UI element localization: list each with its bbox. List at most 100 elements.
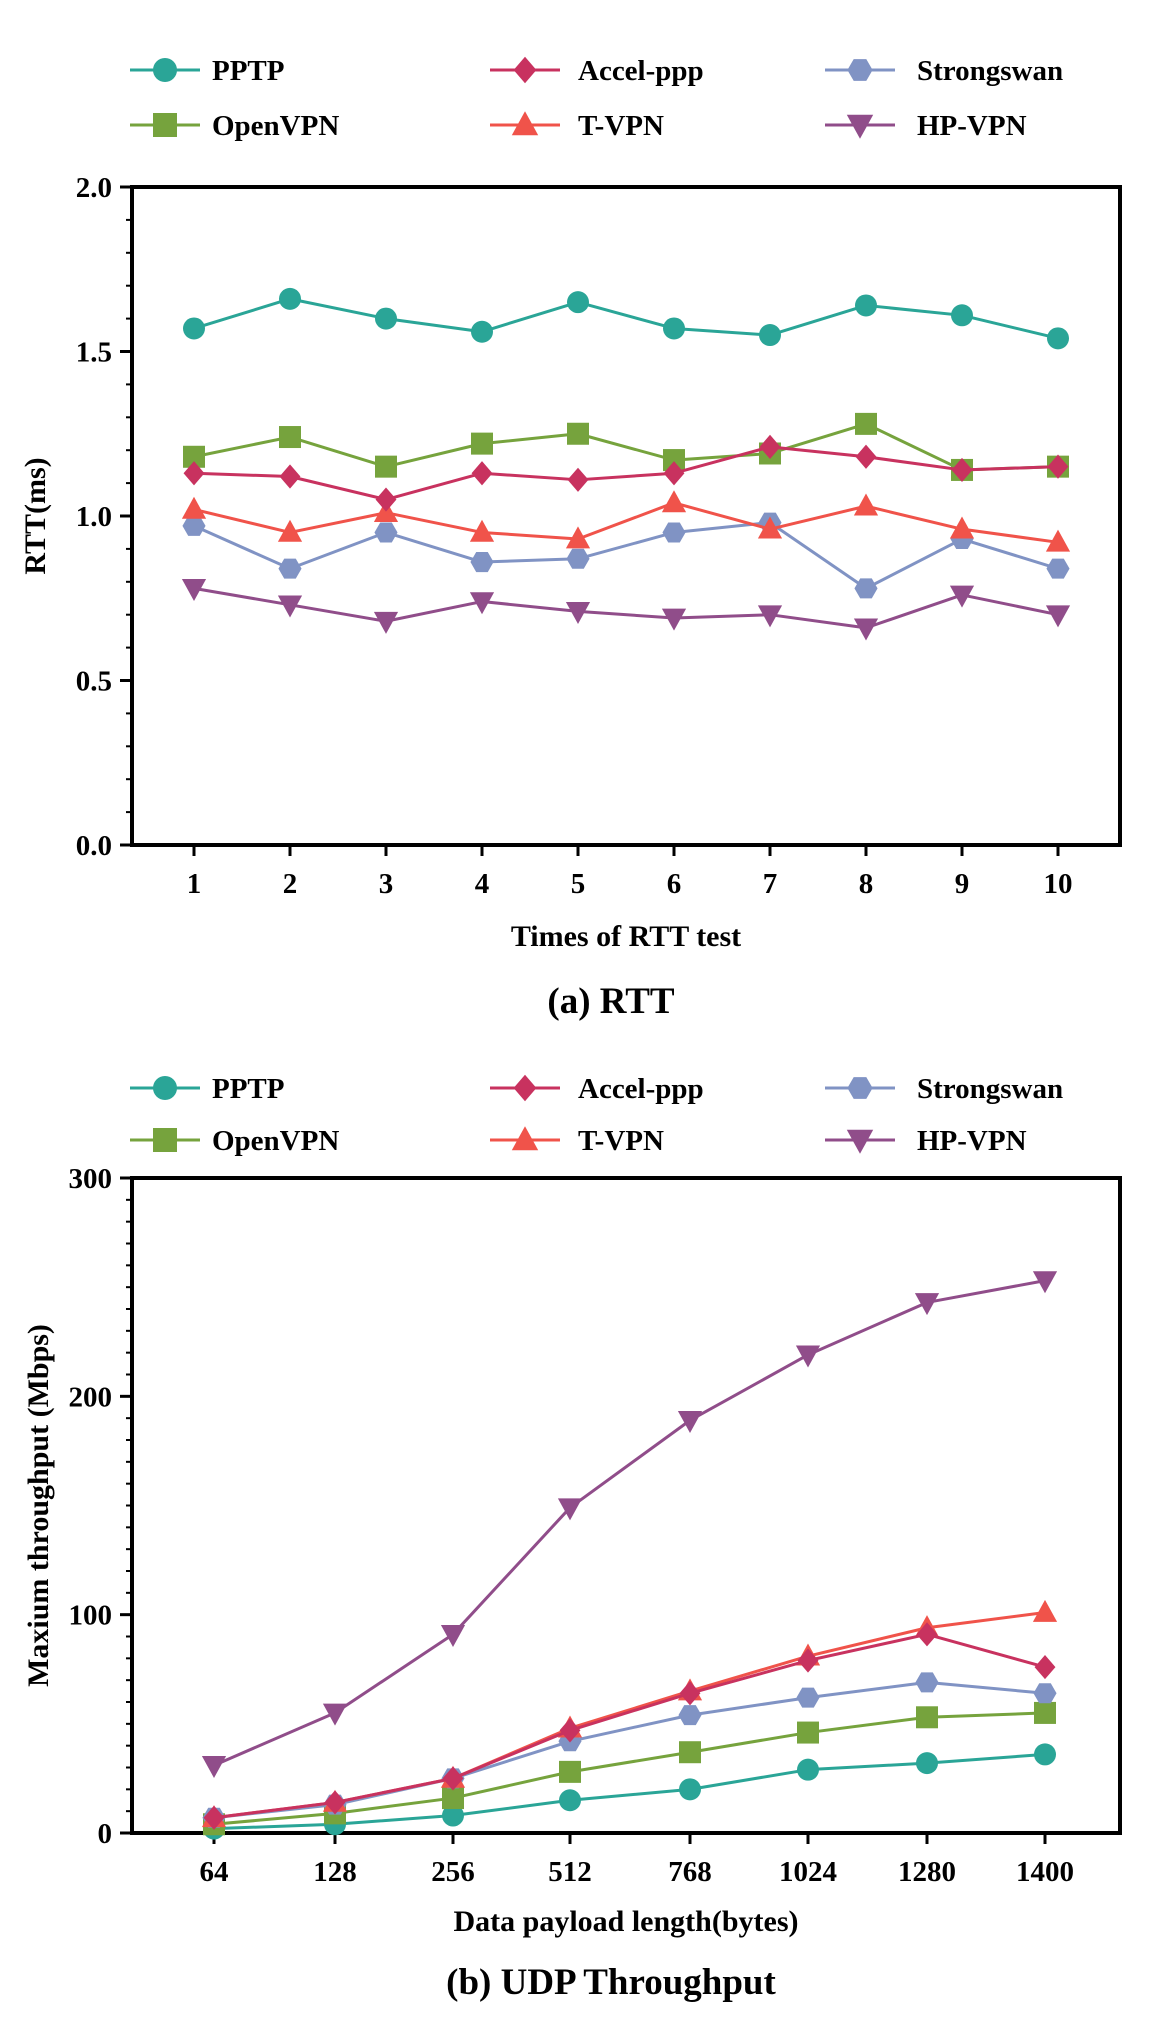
- data-point-hp-vpn: [557, 1498, 583, 1521]
- legend-item-openvpn: OpenVPN: [130, 110, 339, 142]
- legend-marker-accel-ppp-icon: [513, 56, 537, 84]
- data-point-t-vpn: [181, 496, 207, 519]
- data-point-accel-ppp: [567, 467, 589, 492]
- legend-marker-pptp-icon: [153, 58, 177, 82]
- x-tick-label: 10: [1044, 868, 1073, 900]
- data-point-hp-vpn: [469, 592, 495, 615]
- data-point-accel-ppp: [663, 461, 685, 486]
- series-line-openvpn: [213, 1711, 1046, 1826]
- x-tick-label: 6: [667, 868, 682, 900]
- data-point-pptp: [1047, 327, 1069, 350]
- y-tick-label: 0: [98, 1818, 113, 1850]
- legend-marker-strongswan-icon: [847, 59, 873, 81]
- series-line-accel-ppp: [193, 445, 1059, 502]
- data-point-openvpn: [797, 1721, 819, 1744]
- data-point-openvpn: [559, 1760, 581, 1783]
- legend-marker-hp-vpn-icon: [846, 1129, 874, 1154]
- series-hp-vpn: [181, 579, 1071, 641]
- legend-label: T-VPN: [578, 1125, 664, 1157]
- data-point-hp-vpn: [440, 1624, 466, 1647]
- data-point-accel-ppp: [375, 487, 397, 512]
- data-point-strongswan: [182, 515, 206, 536]
- y-tick-label: 1.5: [76, 337, 112, 369]
- x-axis-label: Data payload length(bytes): [453, 1905, 798, 1938]
- data-point-accel-ppp: [183, 461, 205, 486]
- data-point-hp-vpn: [853, 618, 879, 641]
- data-point-hp-vpn: [677, 1411, 703, 1433]
- data-point-hp-vpn: [322, 1703, 348, 1726]
- data-point-openvpn: [916, 1706, 938, 1729]
- y-tick-label: 200: [69, 1381, 113, 1413]
- data-point-accel-ppp: [679, 1681, 701, 1706]
- data-point-accel-ppp: [759, 434, 781, 460]
- data-point-hp-vpn: [949, 585, 975, 608]
- x-tick-label: 64: [200, 1856, 229, 1888]
- legend: PPTP Accel-ppp Strongswan OpenVPN T-VPN HP-VP…: [130, 1073, 1063, 1157]
- y-tick-label: 1.0: [76, 501, 112, 533]
- y-tick-label: 2.0: [76, 172, 112, 204]
- legend-item-pptp: PPTP: [130, 55, 285, 87]
- data-point-strongswan: [278, 558, 302, 579]
- legend-marker-pptp-icon: [153, 1076, 177, 1100]
- data-point-strongswan: [854, 578, 878, 599]
- legend-marker-accel-ppp-icon: [513, 1074, 537, 1102]
- data-point-hp-vpn: [1045, 605, 1071, 628]
- data-point-openvpn: [855, 412, 877, 435]
- series-openvpn: [183, 412, 1069, 481]
- data-point-pptp: [759, 324, 781, 347]
- plot-frame: [130, 1176, 1122, 1835]
- x-tick-label: 128: [313, 1856, 357, 1888]
- legend-item-t-vpn: T-VPN: [490, 110, 664, 142]
- series-line-pptp: [213, 1752, 1046, 1831]
- x-tick-label: 4: [475, 868, 490, 900]
- data-point-openvpn: [679, 1741, 701, 1764]
- data-point-pptp: [183, 317, 205, 340]
- data-point-hp-vpn: [757, 605, 783, 628]
- x-axis-label: Times of RTT test: [511, 920, 741, 953]
- data-point-pptp: [951, 304, 973, 327]
- legend-label: Strongswan: [917, 55, 1063, 87]
- data-point-pptp: [855, 294, 877, 317]
- y-tick-label: 0.5: [76, 666, 112, 698]
- data-point-t-vpn: [277, 519, 303, 542]
- data-point-accel-ppp: [203, 1805, 225, 1830]
- data-point-openvpn: [1034, 1701, 1056, 1724]
- x-tick-label: 7: [763, 868, 778, 900]
- data-point-accel-ppp: [951, 457, 973, 483]
- data-point-strongswan: [678, 1705, 702, 1726]
- data-point-accel-ppp: [797, 1648, 819, 1673]
- x-tick-label: 1400: [1016, 1856, 1074, 1888]
- data-point-openvpn: [279, 426, 301, 449]
- series-line-hp-vpn: [213, 1279, 1046, 1767]
- data-point-pptp: [567, 291, 589, 314]
- x-tick-label: 512: [548, 1856, 592, 1888]
- data-point-hp-vpn: [565, 602, 591, 625]
- plot-frame: [130, 185, 1122, 847]
- data-point-hp-vpn: [1032, 1271, 1058, 1294]
- chart-caption: (a) RTT: [547, 981, 674, 1022]
- y-axis-label: Maxium throughput (Mbps): [22, 1324, 55, 1687]
- legend-item-openvpn: OpenVPN: [130, 1125, 339, 1157]
- data-point-pptp: [916, 1752, 938, 1775]
- data-point-openvpn: [375, 455, 397, 478]
- data-point-pptp: [1034, 1743, 1056, 1766]
- series-line-hp-vpn: [193, 586, 1059, 630]
- legend-marker-openvpn-icon: [153, 1128, 177, 1152]
- data-point-accel-ppp: [442, 1766, 464, 1791]
- data-point-strongswan: [796, 1687, 820, 1708]
- series-line-strongswan: [193, 521, 1059, 590]
- data-point-pptp: [471, 320, 493, 343]
- x-tick-label: 1: [187, 868, 202, 900]
- legend-label: HP-VPN: [917, 110, 1027, 142]
- legend-label: Accel-ppp: [578, 55, 704, 87]
- data-point-hp-vpn: [795, 1345, 821, 1368]
- x-tick-label: 1280: [898, 1856, 956, 1888]
- data-point-t-vpn: [661, 490, 687, 513]
- legend-marker-t-vpn-icon: [511, 1126, 539, 1151]
- data-point-accel-ppp: [1034, 1654, 1056, 1680]
- x-tick-label: 5: [571, 868, 586, 900]
- legend: PPTP Accel-ppp Strongswan OpenVPN T-VPN HP-VP…: [130, 55, 1063, 142]
- legend-label: Accel-ppp: [578, 1073, 704, 1105]
- data-point-pptp: [663, 317, 685, 340]
